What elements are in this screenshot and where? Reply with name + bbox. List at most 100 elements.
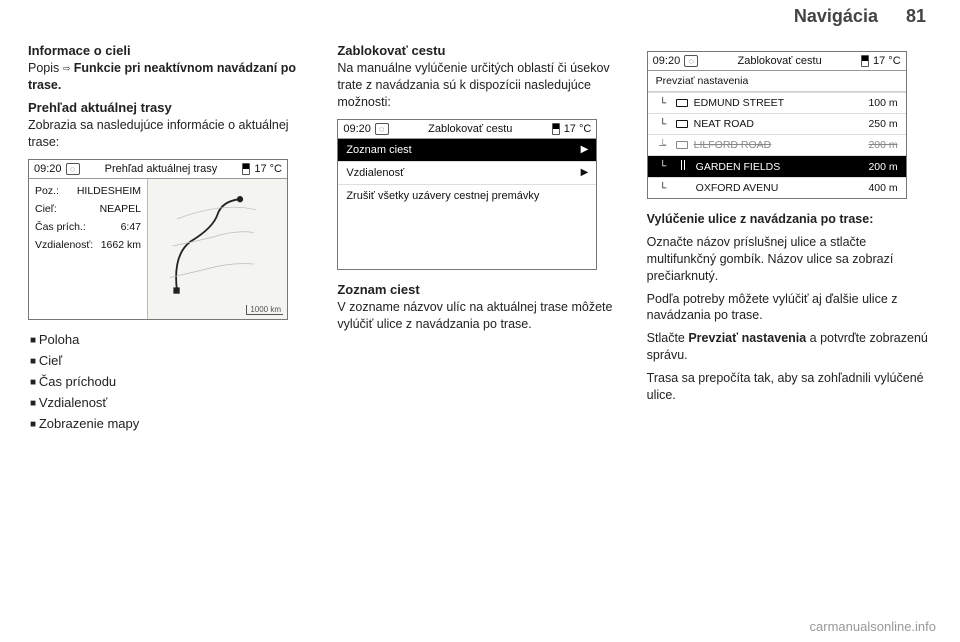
road-list-item[interactable]: └ OXFORD AVENU 400 m bbox=[648, 177, 906, 198]
col3-p3-a: Stlačte bbox=[647, 331, 689, 345]
column-2: Zablokovať cestu Na manuálne vylúčenie u… bbox=[337, 43, 622, 437]
road-name: OXFORD AVENU bbox=[696, 182, 779, 194]
road-distance: 100 m bbox=[868, 97, 897, 109]
road-list-screenshot: 09:20 ◌ Zablokovať cestu 17 °C Prevziať … bbox=[647, 51, 907, 199]
route-overview-map: 1000 km bbox=[147, 179, 287, 319]
road-list-item[interactable]: └ GARDEN FIELDS 200 m bbox=[648, 155, 906, 177]
route-overview-screenshot: 09:20 ◌ Prehľad aktuálnej trasy 17 °C Po… bbox=[28, 159, 288, 320]
block-route-item[interactable]: Zrušiť všetky uzávery cestnej premávky bbox=[338, 184, 596, 207]
col1-p2: Zobrazia sa nasledujúce informácie o akt… bbox=[28, 117, 313, 151]
column-1: Informace o cieli Popis ⇨ Funkcie pri ne… bbox=[28, 43, 313, 437]
route-field-value: 6:47 bbox=[121, 221, 141, 233]
section-title: Navigácia bbox=[794, 6, 878, 27]
content-columns: Informace o cieli Popis ⇨ Funkcie pri ne… bbox=[0, 27, 960, 437]
block-route-item[interactable]: Vzdialenosť ▶ bbox=[338, 161, 596, 184]
block-route-header: 09:20 ◌ Zablokovať cestu 17 °C bbox=[338, 120, 596, 139]
col1-heading-overview: Prehľad aktuálnej trasy bbox=[28, 100, 313, 115]
road-distance: 200 m bbox=[868, 161, 897, 173]
road-type-icon bbox=[676, 160, 690, 173]
gps-icon: ◌ bbox=[684, 55, 698, 67]
block-route-title: Zablokovať cestu bbox=[393, 123, 548, 135]
branch-icon: └ bbox=[656, 98, 670, 109]
bullet-item: Cieľ bbox=[30, 353, 313, 368]
road-list-title: Zablokovať cestu bbox=[702, 55, 857, 67]
thermometer-icon bbox=[861, 55, 869, 67]
col2-heading-list: Zoznam ciest bbox=[337, 282, 622, 297]
temperature: 17 °C bbox=[254, 163, 282, 175]
route-field-value: 1662 km bbox=[101, 239, 141, 251]
branch-icon: └ bbox=[656, 119, 670, 130]
route-field-label: Vzdialenosť: bbox=[35, 239, 93, 251]
temperature: 17 °C bbox=[873, 55, 901, 67]
road-list-item[interactable]: └ EDMUND STREET 100 m bbox=[648, 92, 906, 113]
route-field-label: Poz.: bbox=[35, 185, 59, 197]
col2-heading-block: Zablokovať cestu bbox=[337, 43, 622, 58]
footer-url: carmanualsonline.info bbox=[810, 619, 936, 634]
bullet-item: Vzdialenosť bbox=[30, 395, 313, 410]
col3-p2: Podľa potreby môžete vylúčiť aj ďalšie u… bbox=[647, 291, 932, 325]
route-field-label: Čas prích.: bbox=[35, 221, 86, 233]
clock: 09:20 bbox=[343, 123, 371, 135]
col3-p3-b: Prevziať nastavenia bbox=[688, 331, 806, 345]
route-overview-header: 09:20 ◌ Prehľad aktuálnej trasy 17 °C bbox=[29, 160, 287, 179]
road-list-body: Prevziať nastavenia └EDMUND STREET100 m└… bbox=[648, 71, 906, 198]
block-route-item[interactable]: Zoznam ciest ▶ bbox=[338, 139, 596, 161]
thermometer-icon bbox=[552, 123, 560, 135]
col1-heading-info: Informace o cieli bbox=[28, 43, 313, 58]
branch-icon: └ bbox=[656, 140, 670, 151]
branch-icon: └ bbox=[656, 161, 670, 172]
road-distance: 250 m bbox=[868, 118, 897, 130]
gps-icon: ◌ bbox=[375, 123, 389, 135]
road-list-note: Prevziať nastavenia bbox=[648, 71, 906, 92]
route-field-row: Cieľ: NEAPEL bbox=[35, 203, 141, 215]
col2-p1: Na manuálne vylúčenie určitých oblastí č… bbox=[337, 60, 622, 111]
bullet-item: Čas príchodu bbox=[30, 374, 313, 389]
block-route-item-label: Vzdialenosť bbox=[346, 167, 404, 179]
map-scale: 1000 km bbox=[246, 305, 283, 315]
road-distance: 200 m bbox=[868, 139, 897, 151]
block-route-body: Zoznam ciest ▶ Vzdialenosť ▶ Zrušiť všetky u… bbox=[338, 139, 596, 269]
route-overview-fields: Poz.: HILDESHEIM Cieľ: NEAPEL Čas prích.: 6:4… bbox=[29, 179, 147, 319]
road-type-icon bbox=[676, 141, 688, 149]
thermometer-icon bbox=[242, 163, 250, 175]
route-field-row: Poz.: HILDESHEIM bbox=[35, 185, 141, 197]
col3-p4: Trasa sa prepočíta tak, aby sa zohľadnil… bbox=[647, 370, 932, 404]
road-distance: 400 m bbox=[868, 182, 897, 194]
col1-bullet-list: Poloha Cieľ Čas príchodu Vzdialenosť Zobraze… bbox=[28, 332, 313, 431]
route-field-row: Čas prích.: 6:47 bbox=[35, 221, 141, 233]
road-name: EDMUND STREET bbox=[694, 97, 784, 109]
road-list-item[interactable]: └ NEAT ROAD 250 m bbox=[648, 113, 906, 134]
col2-p2: V zozname názvov ulíc na aktuálnej trase… bbox=[337, 299, 622, 333]
route-field-row: Vzdialenosť: 1662 km bbox=[35, 239, 141, 251]
route-field-label: Cieľ: bbox=[35, 203, 57, 215]
chevron-right-icon: ▶ bbox=[581, 167, 589, 178]
page-number: 81 bbox=[906, 6, 926, 27]
page-header: Navigácia 81 bbox=[0, 0, 960, 27]
bullet-item: Poloha bbox=[30, 332, 313, 347]
road-name: NEAT ROAD bbox=[694, 118, 754, 130]
block-route-item-label: Zoznam ciest bbox=[346, 144, 411, 156]
route-overview-body: Poz.: HILDESHEIM Cieľ: NEAPEL Čas prích.: 6:4… bbox=[29, 179, 287, 319]
route-field-value: NEAPEL bbox=[100, 203, 141, 215]
col1-p1-pre: Popis bbox=[28, 61, 63, 75]
block-route-screenshot: 09:20 ◌ Zablokovať cestu 17 °C Zoznam ci… bbox=[337, 119, 597, 270]
road-type-icon bbox=[676, 99, 688, 107]
col3-heading: Vylúčenie ulice z navádzania po trase: bbox=[647, 211, 932, 228]
road-name: LILFORD ROAD bbox=[694, 139, 772, 151]
clock: 09:20 bbox=[34, 163, 62, 175]
column-3: 09:20 ◌ Zablokovať cestu 17 °C Prevziať … bbox=[647, 43, 932, 437]
road-name: GARDEN FIELDS bbox=[696, 161, 781, 173]
road-type-icon bbox=[676, 120, 688, 128]
chevron-right-icon: ▶ bbox=[581, 144, 589, 155]
road-list-header: 09:20 ◌ Zablokovať cestu 17 °C bbox=[648, 52, 906, 71]
col3-p1: Označte názov príslušnej ulice a stlačte… bbox=[647, 234, 932, 285]
bullet-item: Zobrazenie mapy bbox=[30, 416, 313, 431]
gps-icon: ◌ bbox=[66, 163, 80, 175]
branch-icon: └ bbox=[656, 183, 670, 194]
route-field-value: HILDESHEIM bbox=[77, 185, 141, 197]
col3-p3: Stlačte Prevziať nastavenia a potvrďte z… bbox=[647, 330, 932, 364]
col1-p1: Popis ⇨ Funkcie pri neaktívnom navádzaní… bbox=[28, 60, 313, 94]
clock: 09:20 bbox=[653, 55, 681, 67]
block-route-item-label: Zrušiť všetky uzávery cestnej premávky bbox=[346, 190, 539, 202]
road-list-item[interactable]: └ LILFORD ROAD 200 m bbox=[648, 134, 906, 155]
